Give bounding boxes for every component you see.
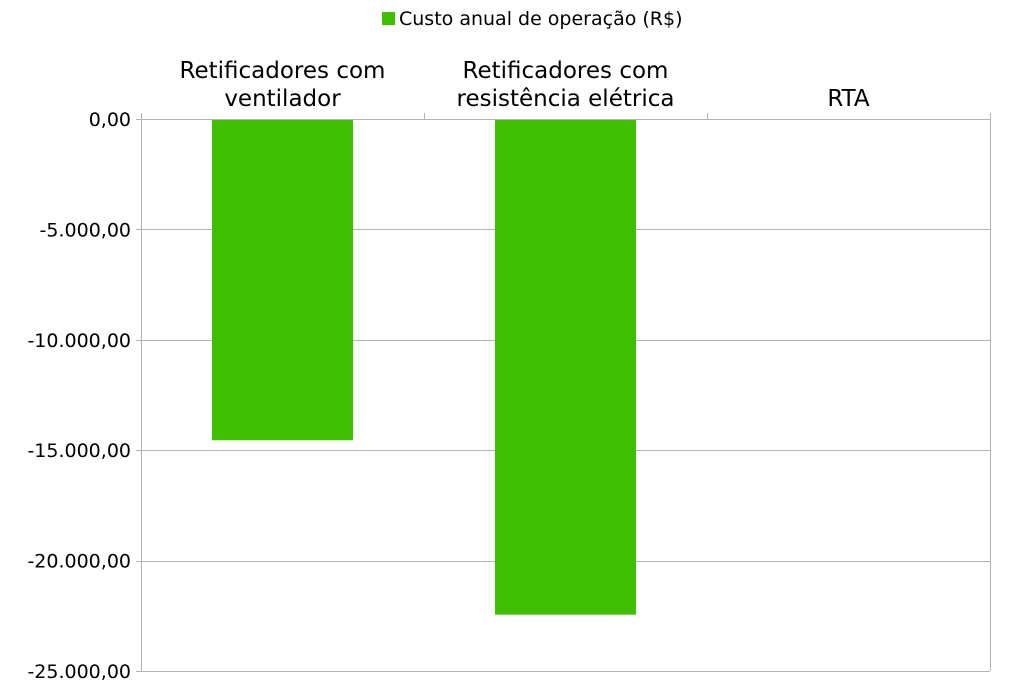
- category-label: resistência elétrica: [457, 86, 675, 112]
- bar: [212, 119, 353, 441]
- y-tick-label: -15.000,00: [27, 440, 131, 462]
- category-labels: Retificadores comventiladorRetificadores…: [180, 58, 870, 112]
- legend-swatch: [382, 12, 395, 25]
- legend-label: Custo anual de operação (R$): [399, 8, 683, 30]
- category-label: RTA: [827, 86, 870, 112]
- category-dividers: [141, 113, 991, 671]
- category-label: ventilador: [224, 86, 341, 112]
- category-label: Retificadores com: [463, 58, 669, 84]
- y-tick-label: -10.000,00: [27, 330, 131, 352]
- y-tick-label: 0,00: [89, 109, 131, 131]
- bars: [212, 119, 636, 615]
- y-tick-label: -5.000,00: [40, 219, 131, 241]
- y-tick-label: -20.000,00: [27, 551, 131, 573]
- y-axis: [141, 119, 990, 671]
- category-label: Retificadores com: [180, 58, 386, 84]
- y-tick-label: -25.000,00: [27, 661, 131, 683]
- y-tick-labels: 0,00 -5.000,00 -10.000,00 -15.000,00 -20.000…: [27, 109, 131, 683]
- bar: [495, 119, 636, 615]
- legend: Custo anual de operação (R$): [382, 8, 683, 30]
